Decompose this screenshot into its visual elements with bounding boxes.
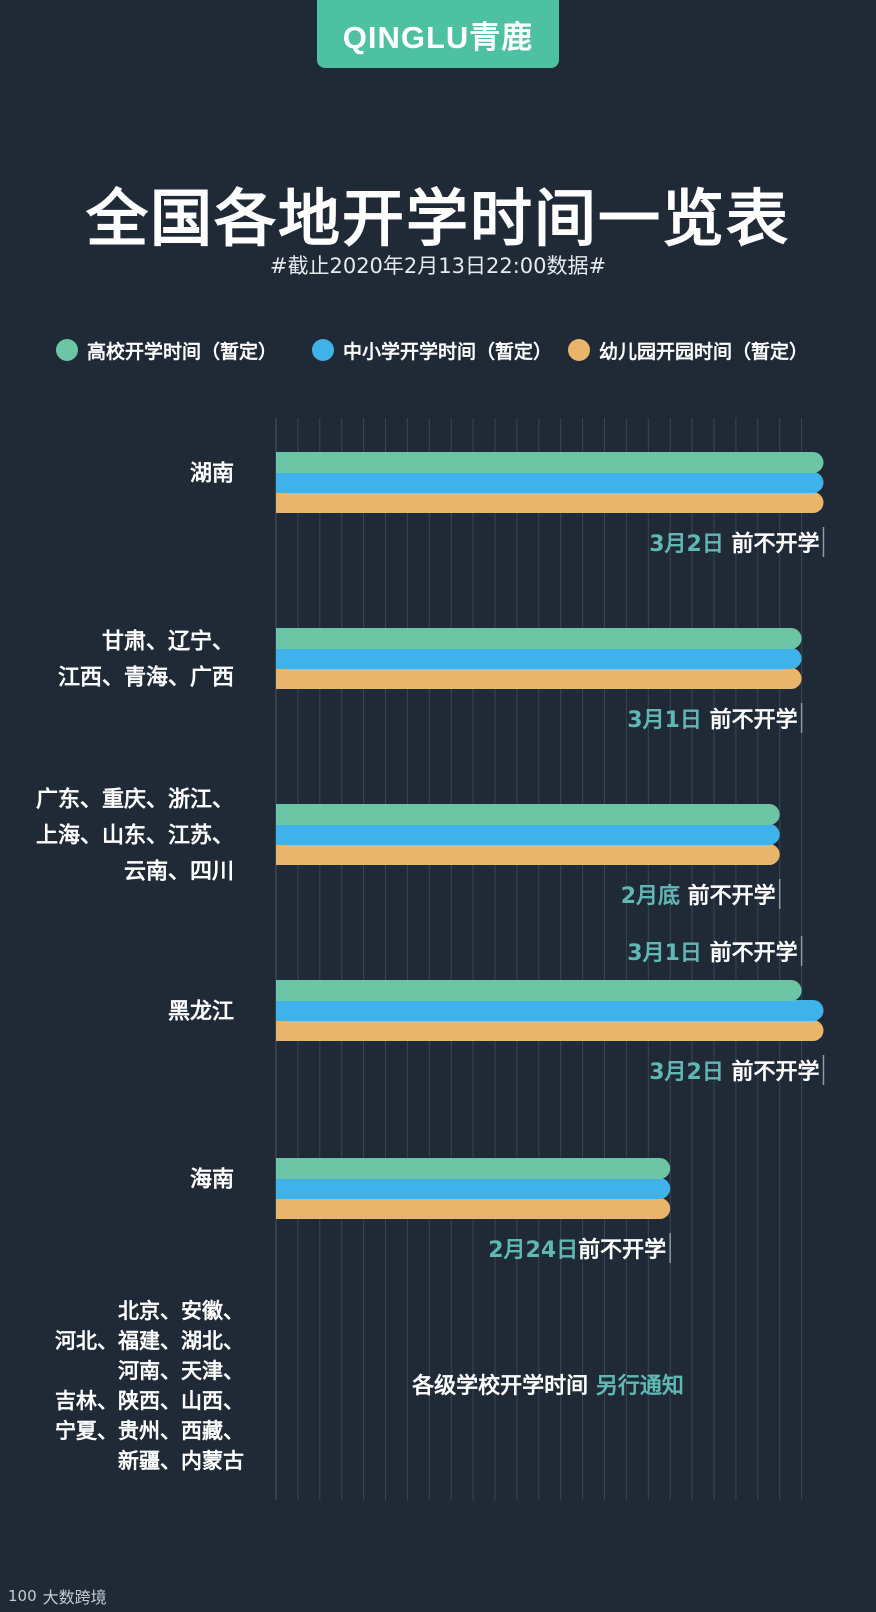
bar-edge-4-2 (276, 1198, 297, 1219)
page-title: 全国各地开学时间一览表 (85, 182, 790, 255)
annotation-date: 3月1日 (627, 941, 702, 966)
legend-dot-kindergarten (568, 339, 590, 361)
row-label: 黑龙江 (168, 1000, 234, 1025)
logo-text: QINGLU青鹿 (342, 19, 534, 55)
bar-edge-4-0 (276, 1158, 297, 1179)
row-label: 云南、四川 (124, 860, 234, 885)
bar-edge-1-0 (276, 628, 297, 649)
annotation-date: 2月24日 (488, 1238, 578, 1263)
bar-4-2 (276, 1198, 671, 1219)
bar-2-1 (276, 824, 780, 845)
bar-edge-0-2 (276, 492, 297, 513)
bar-edge-2-2 (276, 844, 297, 865)
annotation-3-1: 3月2日 前不开学 (649, 1059, 819, 1085)
bar-3-1 (276, 1000, 824, 1021)
row-label: 甘肃、辽宁、 (102, 629, 234, 655)
bar-edge-0-0 (276, 452, 297, 473)
row-label: 海南 (190, 1167, 234, 1193)
bar-4-0 (276, 1158, 671, 1179)
row-label: 吉林、陕西、山西、 (55, 1389, 244, 1413)
annotation-2-0: 2月底 前不开学 (621, 883, 776, 909)
row-label: 广东、重庆、浙江、 (36, 787, 234, 813)
watermark: 100 大数跨境 (8, 1584, 107, 1608)
annotation-1-0: 3月1日 前不开学 (627, 707, 797, 733)
annotation-suffix: 前不开学 (702, 940, 798, 966)
annotation-date: 3月1日 (627, 708, 702, 733)
bar-1-1 (276, 648, 802, 669)
annotation-date: 2月底 (621, 883, 680, 909)
bar-0-2 (276, 492, 824, 513)
bar-3-2 (276, 1020, 824, 1041)
row-label: 河南、天津、 (118, 1359, 244, 1383)
bar-edge-0-1 (276, 472, 297, 493)
annotation-0-0: 3月2日 前不开学 (649, 531, 819, 557)
bar-3-0 (276, 980, 802, 1001)
bar-2-0 (276, 804, 780, 825)
watermark-text: 大数跨境 (42, 1588, 107, 1607)
bar-4-1 (276, 1178, 671, 1199)
notice-main: 各级学校开学时间 (411, 1373, 596, 1399)
bar-1-0 (276, 628, 802, 649)
annotation-3-0: 3月1日 前不开学 (627, 940, 797, 966)
notice-highlight: 另行通知 (596, 1373, 684, 1399)
row-label: 河北、福建、湖北、 (55, 1329, 244, 1353)
row-label: 新疆、内蒙古 (118, 1449, 244, 1473)
bar-edge-2-1 (276, 824, 297, 845)
annotation-suffix: 前不开学 (724, 1059, 820, 1085)
bar-edge-4-1 (276, 1178, 297, 1199)
annotation-4-0: 2月24日前不开学 (488, 1237, 666, 1263)
page-subtitle: #截止2020年2月13日22:00数据# (269, 254, 607, 278)
bar-1-2 (276, 668, 802, 689)
bar-edge-3-2 (276, 1020, 297, 1041)
row-label: 湖南 (190, 462, 234, 487)
legend-label-primary-secondary: 中小学开学时间（暂定） (343, 340, 553, 363)
bar-0-0 (276, 452, 824, 473)
legend-label-kindergarten: 幼儿园开园时间（暂定） (599, 340, 809, 363)
watermark-mark: 100 (8, 1587, 37, 1605)
annotation-suffix: 前不开学 (578, 1237, 666, 1263)
row-label: 宁夏、贵州、西藏、 (55, 1419, 244, 1443)
bar-edge-1-1 (276, 648, 297, 669)
annotation-suffix: 前不开学 (680, 883, 776, 909)
legend-item-primary-secondary: 中小学开学时间（暂定） (312, 336, 552, 364)
row-label: 江西、青海、广西 (58, 665, 234, 691)
bar-2-2 (276, 844, 780, 865)
legend-label-university: 高校开学时间（暂定） (87, 340, 278, 363)
row-label: 上海、山东、江苏、 (36, 823, 234, 849)
bar-edge-3-0 (276, 980, 297, 1001)
bar-0-1 (276, 472, 824, 493)
legend-item-university: 高校开学时间（暂定） (56, 336, 277, 364)
annotation-date: 3月2日 (649, 1060, 724, 1085)
annotation-date: 3月2日 (649, 532, 724, 557)
bar-edge-3-1 (276, 1000, 297, 1021)
legend-dot-primary-secondary (312, 339, 334, 361)
annotation-suffix: 前不开学 (702, 707, 798, 733)
legend-dot-university (56, 339, 78, 361)
annotation-suffix: 前不开学 (724, 531, 820, 557)
legend-item-kindergarten: 幼儿园开园时间（暂定） (568, 336, 808, 364)
bar-edge-2-0 (276, 804, 297, 825)
bar-edge-1-2 (276, 668, 297, 689)
logo: QINGLU青鹿 (317, 0, 559, 68)
notice-text: 各级学校开学时间 另行通知 (411, 1373, 684, 1399)
row-label: 北京、安徽、 (118, 1299, 244, 1323)
